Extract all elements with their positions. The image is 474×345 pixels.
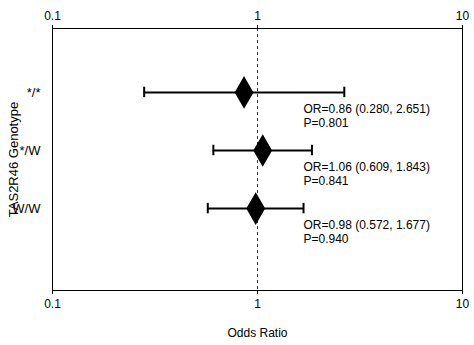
svg-text:*/*: */* [27, 85, 41, 100]
svg-text:0.1: 0.1 [44, 9, 61, 23]
svg-text:Odds Ratio: Odds Ratio [227, 326, 287, 340]
svg-text:W/W: W/W [12, 200, 41, 216]
svg-text:0.1: 0.1 [44, 297, 61, 311]
svg-text:OR=0.86 (0.280, 2.651)P=0.801: OR=0.86 (0.280, 2.651)P=0.801 [304, 102, 430, 130]
svg-text:1: 1 [254, 9, 261, 23]
svg-text:OR=1.06 (0.609, 1.843)P=0.841: OR=1.06 (0.609, 1.843)P=0.841 [304, 160, 430, 188]
svg-text:OR=0.98 (0.572, 1.677)P=0.940: OR=0.98 (0.572, 1.677)P=0.940 [304, 218, 430, 246]
svg-text:1: 1 [254, 297, 261, 311]
svg-text:TAS2R46 Genotype: TAS2R46 Genotype [6, 102, 21, 217]
svg-text:10: 10 [456, 9, 470, 23]
svg-text:10: 10 [456, 297, 470, 311]
svg-text:*/W: */W [20, 143, 42, 158]
